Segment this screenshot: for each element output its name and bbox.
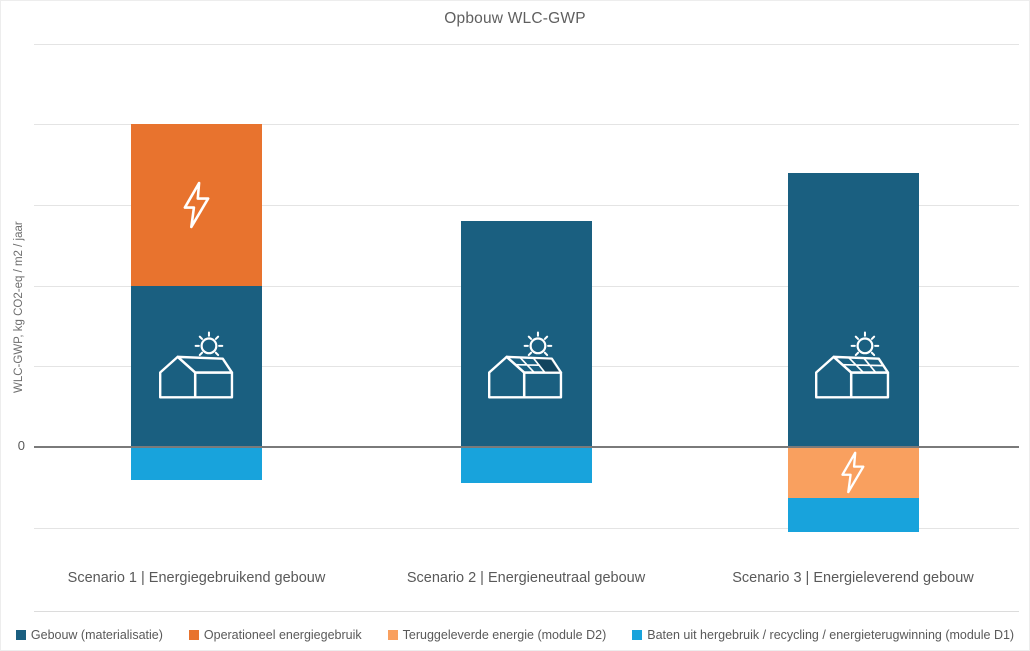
gridline: [34, 43, 1019, 45]
legend-label: Baten uit hergebruik / recycling / energ…: [647, 628, 1015, 642]
house-with-sun-icon: [151, 329, 243, 405]
y-axis-zero-tick-label: 0: [17, 438, 25, 453]
bar-segment: [460, 221, 592, 447]
bar-segment: [131, 285, 262, 447]
legend-item: Teruggeleverde energie (module D2): [387, 628, 607, 642]
bar-segment: [787, 497, 919, 532]
bar-segment: [131, 124, 262, 286]
legend: Gebouw (materialisatie) Operationeel ener…: [1, 623, 1029, 647]
legend-label: Operationeel energiegebruik: [203, 628, 362, 642]
legend-swatch: [188, 630, 199, 640]
house-with-solar-roof-icon: [807, 329, 899, 405]
legend-swatch: [632, 630, 643, 640]
lightning-bolt-icon: [839, 450, 867, 495]
gridline: [34, 124, 1019, 126]
legend-item: Operationeel energiegebruik: [188, 628, 362, 642]
x-category-label: Scenario 2 | Energieneutraal gebouw: [406, 570, 646, 586]
x-category-label: Scenario 1 | Energiegebruikend gebouw: [67, 570, 326, 586]
house-with-partial-solar-roof-icon: [480, 329, 572, 405]
legend-divider-line: [34, 611, 1019, 612]
zero-axis-line: [34, 446, 1019, 448]
legend-swatch: [15, 630, 26, 640]
legend-item: Gebouw (materialisatie): [15, 628, 163, 642]
legend-item: Baten uit hergebruik / recycling / energ…: [632, 628, 1014, 642]
legend-label: Teruggeleverde energie (module D2): [402, 628, 607, 642]
legend-swatch: [387, 630, 398, 640]
bar-segment: [460, 447, 592, 484]
legend-label: Gebouw (materialisatie): [30, 628, 163, 642]
bar-segment: [131, 447, 262, 481]
lightning-bolt-icon: [181, 180, 212, 230]
x-category-label: Scenario 3 | Energieleverend gebouw: [732, 570, 974, 586]
chart-title: Opbouw WLC-GWP: [444, 10, 586, 27]
bar-segment: [787, 172, 919, 447]
gridline: [34, 527, 1019, 529]
gridline: [34, 204, 1019, 206]
